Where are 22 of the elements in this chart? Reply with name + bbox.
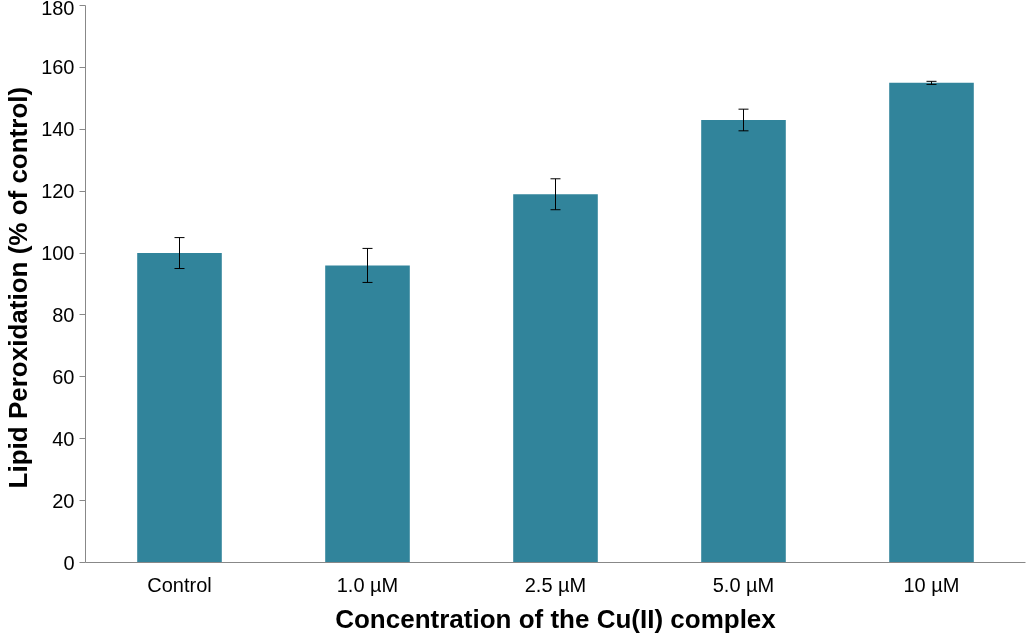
bar: [513, 194, 598, 563]
x-tick-label: 10 µM: [903, 573, 960, 596]
y-tick-label: 60: [52, 365, 75, 388]
y-tick-label: 120: [41, 180, 75, 203]
x-tick-label: 2.5 µM: [524, 573, 587, 596]
bar: [325, 265, 410, 563]
x-axis-title: Concentration of the Cu(II) complex: [335, 603, 777, 634]
y-tick-label: 20: [52, 489, 75, 512]
y-tick-label: 40: [52, 427, 75, 450]
bar: [701, 119, 786, 563]
y-tick-label: 160: [41, 56, 75, 79]
x-tick-label: 5.0 µM: [712, 573, 775, 596]
x-tick-label: Control: [147, 573, 212, 596]
y-tick-label: 180: [41, 0, 75, 19]
x-tick-label: 1.0 µM: [336, 573, 399, 596]
y-tick-label: 140: [41, 118, 75, 141]
bar: [137, 253, 222, 563]
y-tick-label: 100: [41, 242, 75, 265]
y-tick-label: 80: [52, 303, 75, 326]
y-tick-label: 0: [63, 551, 75, 574]
bar: [889, 82, 974, 563]
y-axis-title: Lipid Peroxidation (% of control): [3, 86, 34, 489]
